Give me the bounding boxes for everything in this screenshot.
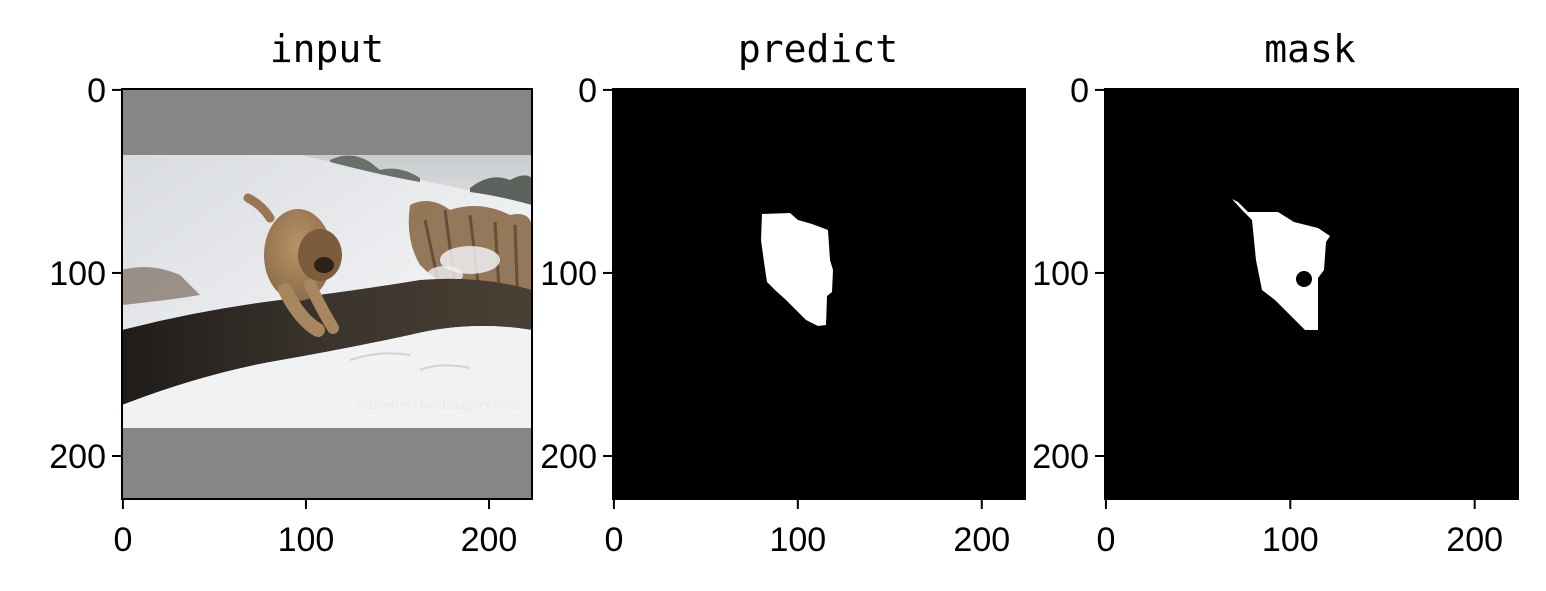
panel-title-mask: mask [1264,27,1356,71]
predict-x-tick-label: 200 [953,521,1010,559]
predict-y-tick-label: 200 [540,438,597,476]
input-y-tick-label: 0 [87,72,106,110]
panel-title-predict: predict [738,27,898,71]
input-image: ©BostonThekImagery.com [122,89,532,499]
watermark: ©BostonThekImagery.com [357,397,521,413]
panel-predict: predict 0 0 100 100 200 200 [540,27,1026,559]
mask-y-tick-label: 200 [1032,438,1089,476]
panel-mask: mask 0 0 100 100 200 200 [1032,27,1519,559]
mask-hole [1296,271,1312,287]
axes-frame-predict [612,88,1026,500]
predict-mask-region [761,213,833,326]
input-x-tick-label: 100 [278,521,335,559]
predict-y-tick-label: 100 [540,255,597,293]
input-y-tick-label: 100 [49,255,106,293]
mask-y-tick-label: 0 [1070,72,1089,110]
axes-frame-input [121,88,533,500]
predict-x-tick-label: 0 [604,521,623,559]
panel-title-input: input [270,27,384,71]
ticks-input: 0 0 100 100 200 200 [49,72,517,559]
panel-input: input [49,27,533,559]
mask-x-tick-label: 200 [1446,521,1503,559]
mask-y-tick-label: 100 [1032,255,1089,293]
predict-x-tick-label: 100 [769,521,826,559]
predict-y-tick-label: 0 [578,72,597,110]
ticks-mask: 0 0 100 100 200 200 [1032,72,1503,559]
ticks-predict: 0 0 100 100 200 200 [540,72,1010,559]
photo-content: ©BostonThekImagery.com [122,155,532,428]
mask-x-tick-label: 100 [1262,521,1319,559]
dog [243,193,342,337]
mask-region [1232,199,1330,330]
input-x-tick-label: 0 [113,521,132,559]
axes-frame-mask [1104,88,1519,500]
input-x-tick-label: 200 [461,521,518,559]
input-y-tick-label: 200 [49,438,106,476]
mask-x-tick-label: 0 [1096,521,1115,559]
